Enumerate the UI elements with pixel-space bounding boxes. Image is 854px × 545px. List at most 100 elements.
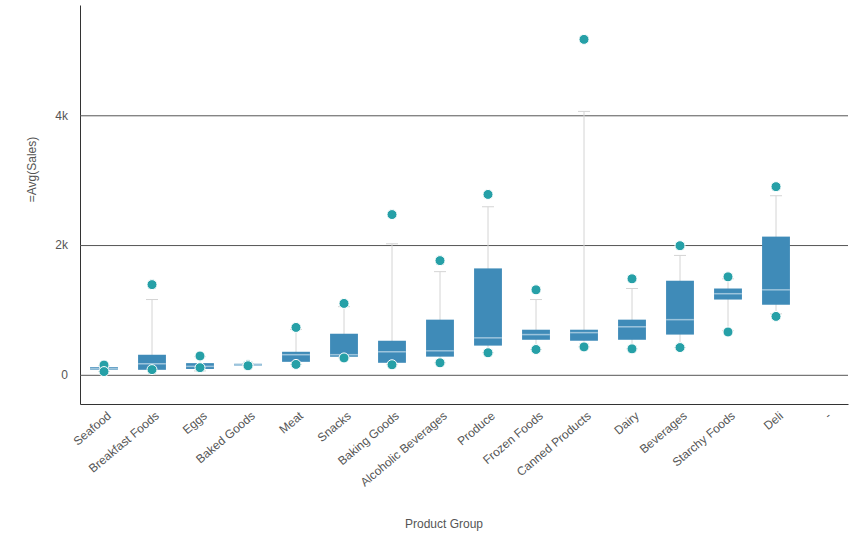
- y-tick-label: 2k: [55, 238, 69, 252]
- whisker: [728, 279, 729, 331]
- outlier[interactable]: [531, 345, 541, 355]
- x-tick: Snacks: [315, 409, 354, 445]
- whisker-cap-high: [578, 111, 590, 112]
- x-tick-label: Canned Products: [514, 409, 594, 479]
- whisker-cap-high: [434, 271, 446, 272]
- x-tick: -: [822, 409, 834, 422]
- y-tick-label: 0: [61, 368, 68, 382]
- x-tick: Dairy: [611, 409, 641, 438]
- outlier[interactable]: [339, 353, 349, 363]
- x-tick: Eggs: [180, 409, 210, 437]
- box[interactable]: [522, 330, 550, 340]
- outlier[interactable]: [531, 285, 541, 295]
- x-tick: Canned Products: [514, 409, 594, 479]
- box-group: [570, 34, 598, 352]
- x-tick-label: Breakfast Foods: [86, 409, 162, 476]
- whisker: [584, 111, 585, 347]
- outlier[interactable]: [483, 348, 493, 358]
- x-axis: SeafoodBreakfast Foods EggsBaked Goods Mea…: [71, 405, 849, 490]
- x-tick: Alcoholic Beverages: [358, 409, 450, 490]
- grid-line: [80, 115, 848, 116]
- box[interactable]: [426, 320, 454, 357]
- whisker-cap-high: [530, 299, 542, 300]
- whisker-cap-high: [770, 195, 782, 196]
- whisker: [632, 289, 633, 349]
- median: [474, 337, 502, 339]
- x-tick-label: Seafood: [71, 409, 114, 448]
- y-tick: 2k: [55, 238, 848, 252]
- x-tick: Deli: [761, 409, 786, 433]
- outlier[interactable]: [483, 189, 493, 199]
- median: [522, 334, 550, 336]
- grid-line: [80, 245, 848, 246]
- y-tick: 4k: [55, 109, 848, 123]
- x-tick-label: Dairy: [611, 409, 641, 438]
- grid-line: [80, 375, 848, 376]
- box[interactable]: [474, 268, 502, 345]
- outlier[interactable]: [675, 343, 685, 353]
- median: [570, 332, 598, 334]
- x-tick-label: Starchy Foods: [670, 409, 738, 469]
- outlier[interactable]: [723, 327, 733, 337]
- x-tick: Meat: [276, 408, 306, 436]
- y-tick: 0: [61, 368, 848, 382]
- outlier[interactable]: [339, 298, 349, 308]
- whisker-cap-high: [386, 243, 398, 244]
- box-group: [666, 241, 694, 353]
- outlier[interactable]: [147, 365, 157, 375]
- box-group: [618, 274, 646, 354]
- median: [378, 351, 406, 353]
- outlier[interactable]: [291, 359, 301, 369]
- x-axis-title: Product Group: [405, 517, 483, 531]
- whisker-cap-high: [674, 255, 686, 256]
- y-tick-label: 4k: [55, 109, 69, 123]
- median: [666, 319, 694, 321]
- y-axis: 0 2k 4k: [55, 6, 848, 405]
- outlier[interactable]: [771, 311, 781, 321]
- median: [714, 293, 742, 295]
- outlier[interactable]: [723, 272, 733, 282]
- x-tick-label: Meat: [276, 408, 306, 436]
- outlier[interactable]: [195, 363, 205, 373]
- x-tick-label: Baked Goods: [193, 409, 258, 466]
- box[interactable]: [762, 237, 790, 305]
- outlier[interactable]: [291, 322, 301, 332]
- box[interactable]: [714, 289, 742, 300]
- box-group: [714, 272, 742, 337]
- median: [762, 289, 790, 291]
- outlier[interactable]: [147, 280, 157, 290]
- x-tick-label: -: [822, 409, 834, 422]
- outlier[interactable]: [435, 256, 445, 266]
- box-group: [762, 182, 790, 322]
- box-group: [474, 189, 502, 357]
- median: [426, 350, 454, 352]
- outlier[interactable]: [627, 344, 637, 354]
- outlier[interactable]: [99, 367, 109, 377]
- box-group: [138, 280, 166, 375]
- outlier[interactable]: [771, 182, 781, 192]
- x-axis-line: [81, 404, 849, 405]
- outlier[interactable]: [243, 361, 253, 371]
- x-tick-label: Deli: [761, 409, 786, 433]
- box-group: [186, 351, 214, 373]
- outlier[interactable]: [579, 34, 589, 44]
- whisker-cap-high: [626, 288, 638, 289]
- outlier[interactable]: [675, 241, 685, 251]
- box-group: [234, 360, 262, 371]
- plot-marks: [90, 34, 790, 376]
- x-tick: Breakfast Foods: [86, 409, 162, 476]
- median: [618, 326, 646, 328]
- outlier[interactable]: [243, 360, 253, 370]
- outlier[interactable]: [195, 351, 205, 361]
- box[interactable]: [618, 320, 646, 340]
- box[interactable]: [570, 330, 598, 341]
- outlier[interactable]: [579, 342, 589, 352]
- outlier[interactable]: [627, 274, 637, 284]
- x-tick: Seafood: [71, 409, 114, 448]
- box[interactable]: [666, 281, 694, 335]
- outlier[interactable]: [435, 358, 445, 368]
- y-axis-title: =Avg(Sales): [25, 137, 39, 202]
- whisker-cap-high: [482, 206, 494, 207]
- outlier[interactable]: [387, 210, 397, 220]
- outlier[interactable]: [387, 360, 397, 370]
